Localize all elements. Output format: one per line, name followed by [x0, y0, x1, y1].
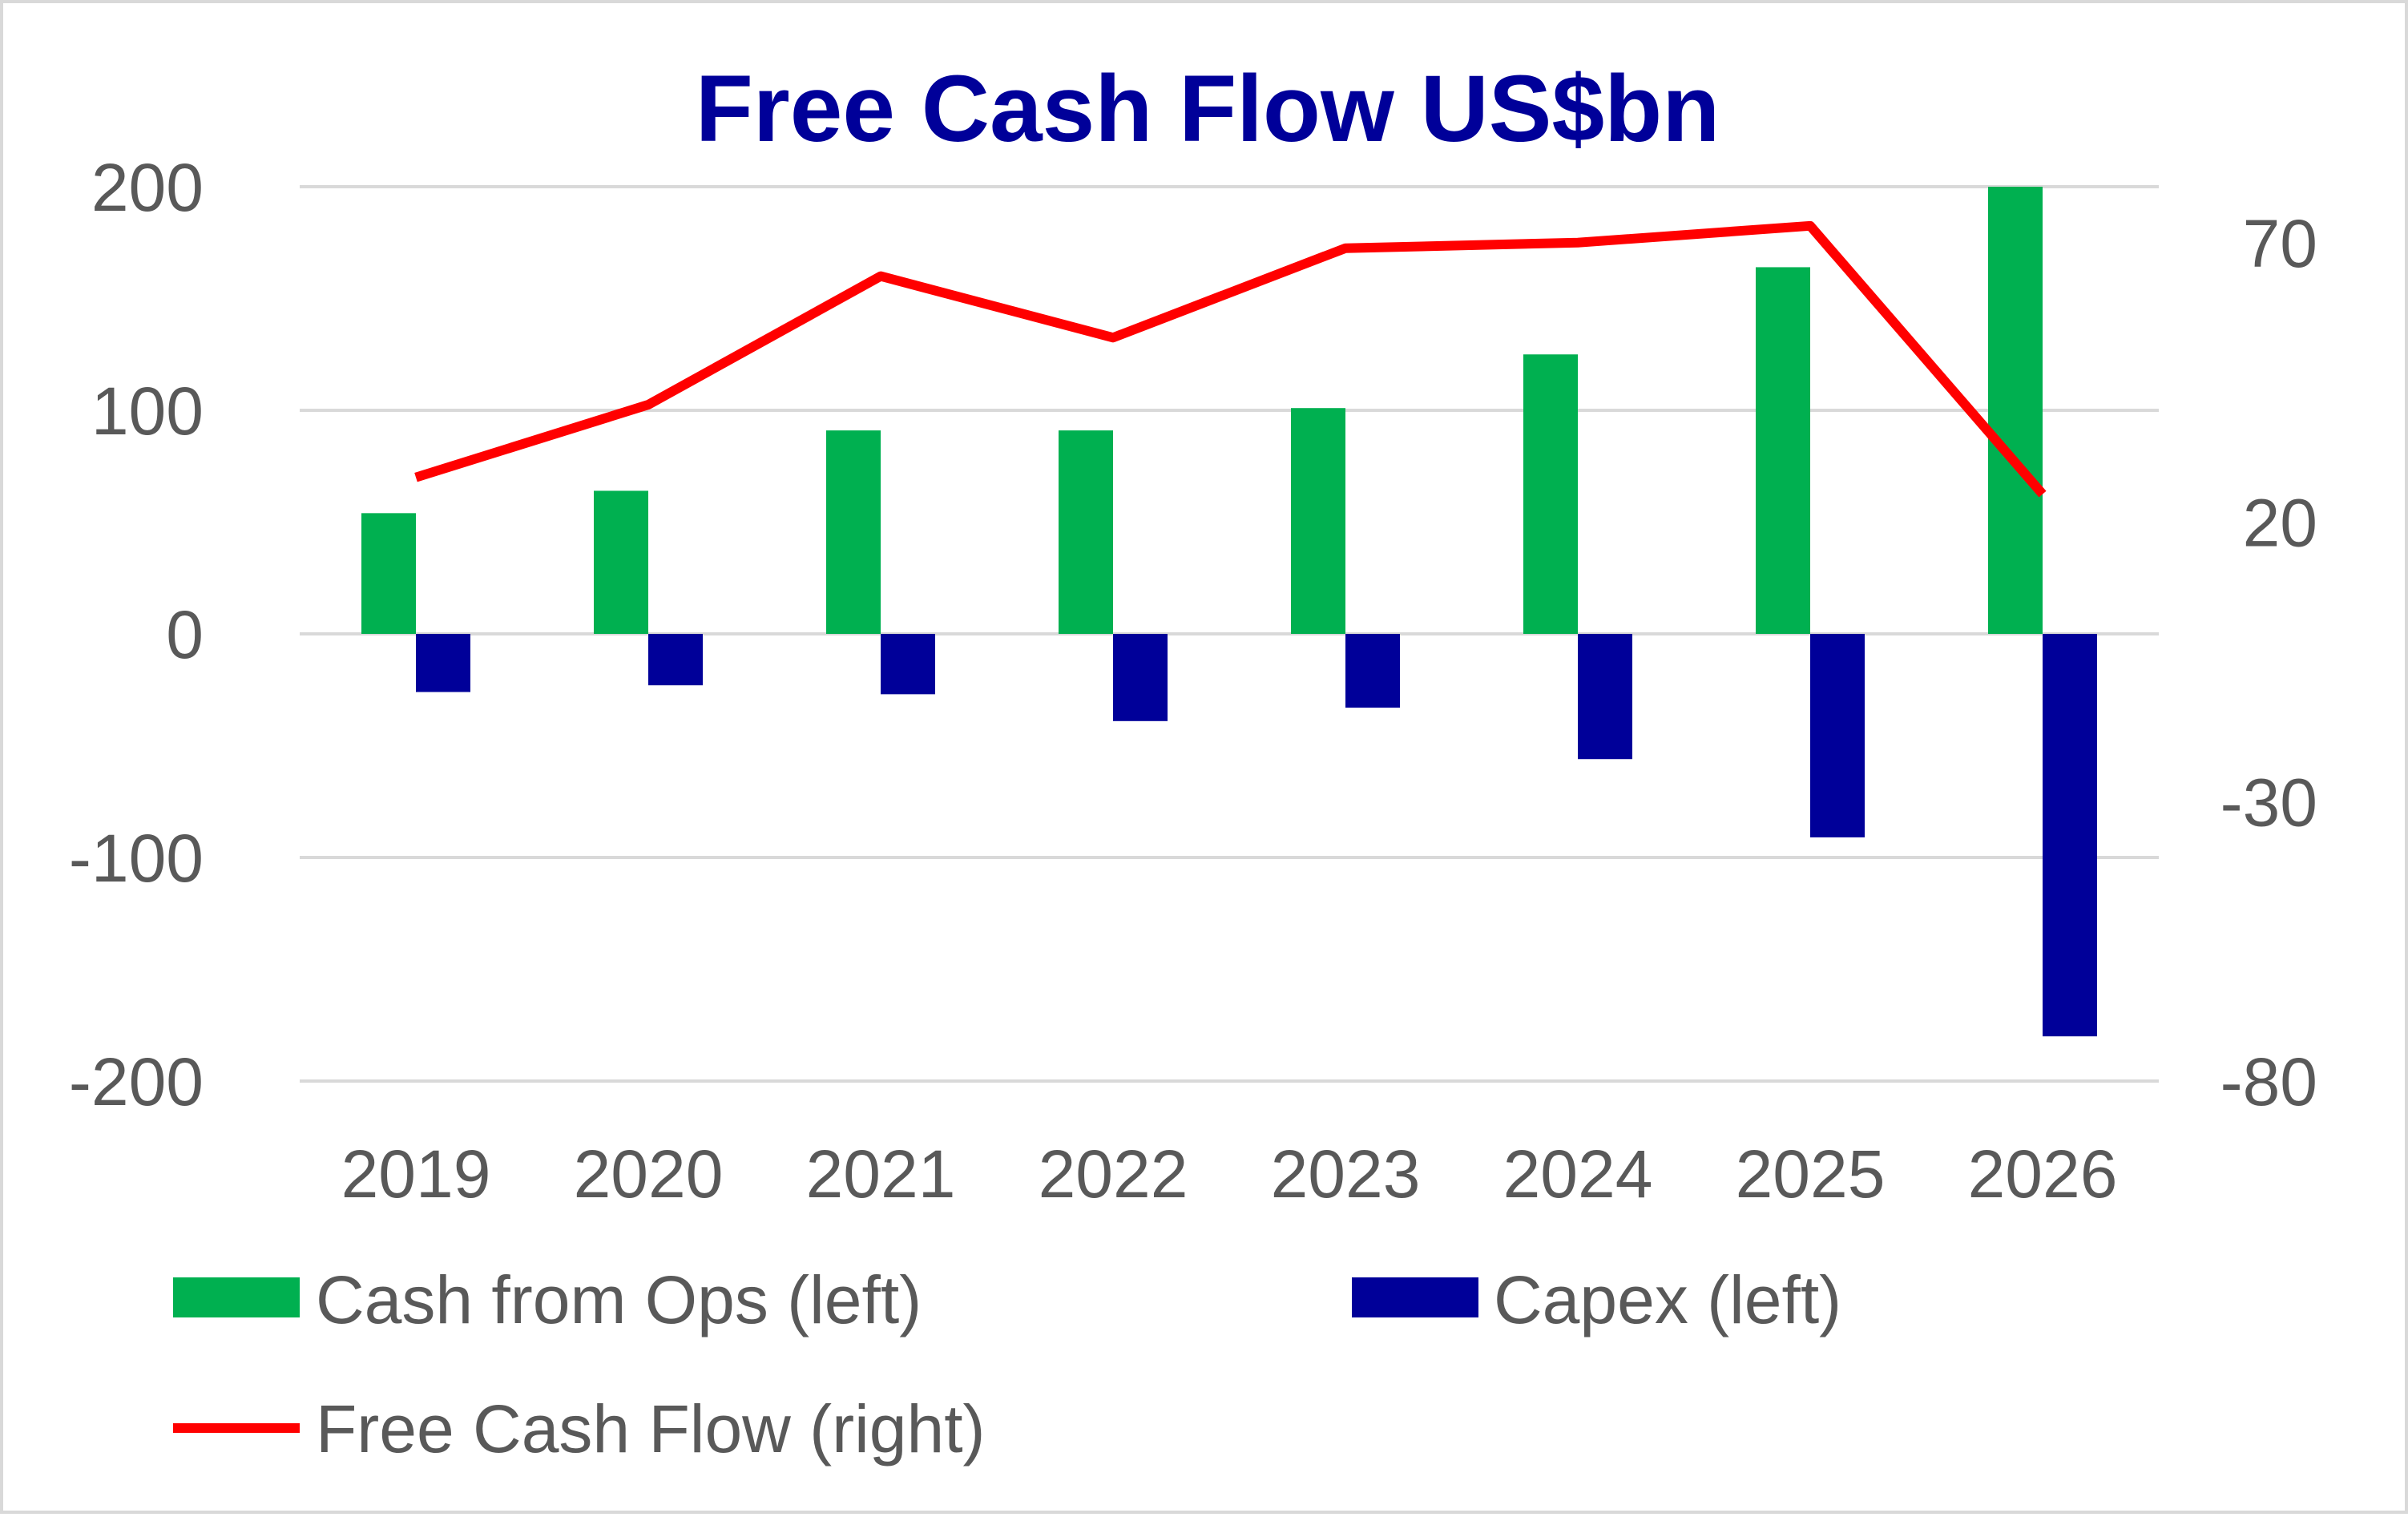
legend-swatch-cash-from-ops: [173, 1277, 300, 1317]
x-axis-tick-label: 2023: [1271, 1136, 1421, 1212]
x-axis-tick-label: 2022: [1039, 1136, 1188, 1212]
right-axis-tick-label: -80: [2220, 1044, 2317, 1120]
x-axis-tick-label: 2021: [806, 1136, 956, 1212]
cash-from-ops-bar: [361, 513, 416, 634]
right-axis-tick-label: 70: [2243, 206, 2317, 281]
chart-title: Free Cash Flow US$bn: [696, 56, 1720, 162]
right-axis-tick-label: 20: [2243, 486, 2317, 561]
left-axis-tick-label: 200: [91, 150, 204, 225]
capex-bar: [648, 634, 703, 686]
x-axis-tick-label: 2024: [1503, 1136, 1653, 1212]
x-axis-tick-label: 2026: [1968, 1136, 2118, 1212]
right-axis-tick-label: -30: [2220, 765, 2317, 840]
x-axis-tick-label: 2019: [341, 1136, 491, 1212]
cash-from-ops-bar: [1291, 408, 1345, 634]
capex-bar: [1113, 634, 1168, 721]
capex-bar: [881, 634, 935, 695]
cash-from-ops-bar: [1523, 354, 1578, 634]
legend-label-cash-from-ops: Cash from Ops (left): [316, 1262, 922, 1337]
left-axis-tick-label: 100: [91, 373, 204, 449]
x-axis-tick-label: 2020: [574, 1136, 724, 1212]
capex-bar: [1345, 634, 1400, 708]
capex-bar: [1578, 634, 1632, 760]
cash-from-ops-bar: [1059, 430, 1113, 634]
left-axis-tick-label: 0: [166, 597, 204, 672]
capex-bar: [416, 634, 470, 692]
cash-from-ops-bar: [1988, 187, 2043, 634]
left-axis-tick-label: -200: [69, 1044, 204, 1120]
legend-swatch-capex: [1352, 1277, 1478, 1317]
capex-bar: [1810, 634, 1865, 837]
left-axis-tick-label: -100: [69, 821, 204, 896]
legend-label-free-cash-flow: Free Cash Flow (right): [316, 1391, 986, 1467]
cash-from-ops-bar: [1756, 267, 1810, 634]
cash-from-ops-bar: [594, 490, 648, 634]
free-cash-flow-line: [414, 220, 2047, 498]
legend-label-capex: Capex (left): [1494, 1262, 1841, 1337]
free-cash-flow-chart: Free Cash Flow US$bn 200 100 0 -100 -200 70 2…: [69, 56, 2317, 1467]
x-axis-tick-label: 2025: [1736, 1136, 1886, 1212]
cash-from-ops-bar: [826, 430, 881, 634]
capex-bar: [2043, 634, 2097, 1037]
